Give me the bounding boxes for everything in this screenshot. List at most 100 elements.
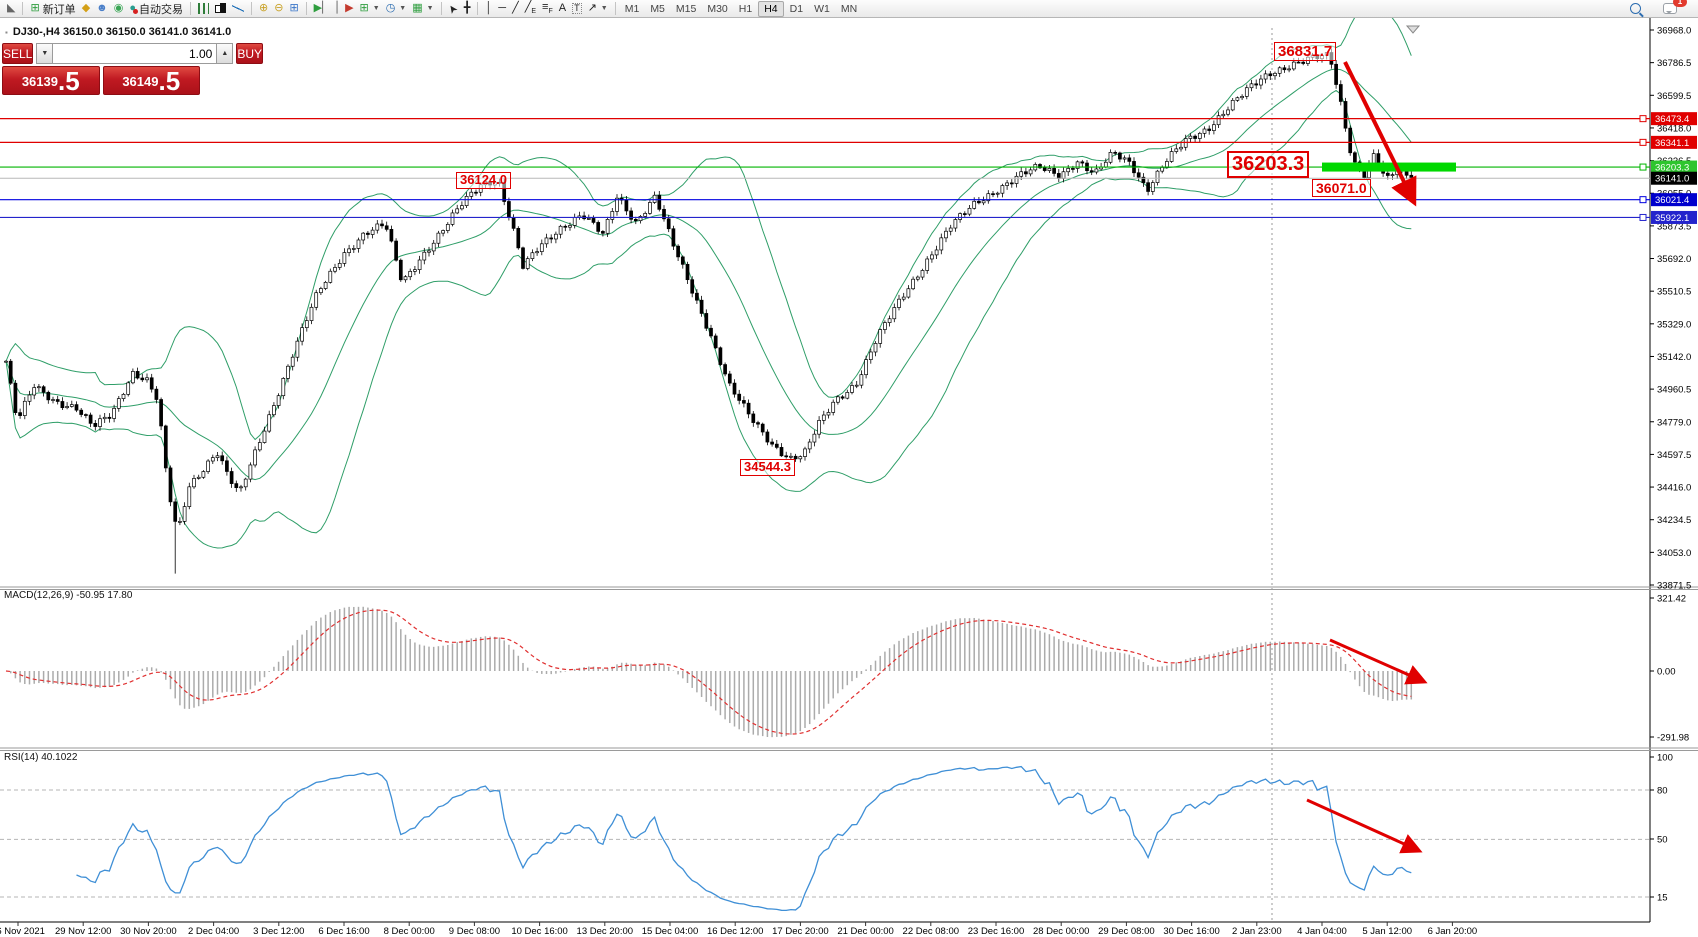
notifications-button[interactable]: 1 <box>1660 0 1687 17</box>
toolbar-separator <box>305 2 307 15</box>
sell-price-main: 36139 <box>21 74 58 90</box>
arrows-tool-button[interactable]: ↗ ▼ <box>585 1 611 17</box>
eraser-button[interactable]: ◆ <box>79 1 93 17</box>
green-zone-highlight[interactable] <box>1322 162 1456 172</box>
trend-arrow-rsi[interactable] <box>1306 798 1423 854</box>
trendline-tool-button[interactable]: ╱ <box>509 1 522 17</box>
new-order-button[interactable]: ⊞ 新订单 <box>27 1 78 17</box>
annotation-36071.0[interactable]: 36071.0 <box>1312 179 1371 198</box>
time-label: 16 Dec 12:00 <box>707 926 764 937</box>
chart-shift-marker[interactable] <box>1405 25 1421 34</box>
tf-button-M30[interactable]: M30 <box>707 2 728 15</box>
toolbar-separator <box>440 2 442 15</box>
time-label: 28 Dec 00:00 <box>1033 926 1090 937</box>
crosshair-tool-button[interactable]: ╋ <box>461 1 474 17</box>
time-label: 29 Nov 12:00 <box>55 926 112 937</box>
price-tick-label: 35692.0 <box>1657 254 1691 265</box>
sell-price-tile[interactable]: 36139 .5 <box>2 66 100 95</box>
tf-button-M15[interactable]: M15 <box>675 2 697 15</box>
charts-icon[interactable]: ◣ <box>7 2 16 14</box>
volume-decrease-button[interactable]: ▼ <box>36 43 54 64</box>
fibonacci-tool-button[interactable]: ≡F <box>539 1 556 17</box>
volume-input[interactable] <box>53 43 217 64</box>
templates-button[interactable]: ▦ ▼ <box>409 1 436 17</box>
vertical-line-tool-button[interactable]: │ <box>482 1 495 17</box>
volume-increase-button[interactable]: ▲ <box>216 43 234 64</box>
buy-button[interactable]: BUY <box>236 43 264 64</box>
sell-button[interactable]: SELL <box>2 43 34 64</box>
horizontal-line-tool-button[interactable]: ─ <box>495 1 509 17</box>
price-axis[interactable]: 36968.036786.536599.536418.036236.536055… <box>1650 26 1697 592</box>
search-button[interactable] <box>1627 1 1644 17</box>
time-label: 6 Dec 16:00 <box>318 926 369 937</box>
template-chart-icon: ▦ <box>412 2 423 14</box>
price-line-label-text: 36473.4 <box>1655 114 1689 125</box>
tf-button-M1[interactable]: M1 <box>624 2 640 15</box>
chart-shift-button[interactable]: ▏▶ <box>334 1 357 17</box>
candlestick-icon <box>215 3 226 14</box>
chat-icon <box>1663 3 1677 14</box>
price-line-label-text: 36203.3 <box>1655 163 1689 174</box>
time-axis[interactable]: 26 Nov 2021 29 Nov 12:00 30 Nov 20:00 2 Dec… <box>0 922 1477 937</box>
annotation-34544.3[interactable]: 34544.3 <box>740 459 795 476</box>
auto-scroll-button[interactable]: ▶▏ <box>311 1 334 17</box>
price-tick-label: 34779.0 <box>1657 417 1691 428</box>
auto-trading-button[interactable]: ● 自动交易 <box>126 1 186 17</box>
add-indicator-icon: ⊞ <box>359 2 369 14</box>
time-label: 26 Nov 2021 <box>0 926 45 937</box>
dropdown-arrow-icon: ▼ <box>399 5 407 12</box>
cursor-tool-button[interactable]: ➤ <box>445 1 461 17</box>
time-label: 5 Jan 12:00 <box>1362 926 1412 937</box>
label-tool-button[interactable]: T <box>569 1 585 17</box>
periods-button[interactable]: ◷ ▼ <box>383 1 410 17</box>
rsi-axis-label: 100 <box>1657 753 1673 764</box>
price-tick-label: 36968.0 <box>1657 26 1691 37</box>
bar-chart-mode-button[interactable] <box>195 1 212 17</box>
dropdown-arrow-icon: ▼ <box>600 5 608 12</box>
tf-button-W1[interactable]: W1 <box>814 2 830 15</box>
time-label: 4 Jan 04:00 <box>1297 926 1347 937</box>
trader-profile-button[interactable]: ☻ <box>93 1 111 17</box>
tile-windows-button[interactable]: ⊞ <box>286 1 301 17</box>
time-label: 13 Dec 20:00 <box>577 926 634 937</box>
price-tick-label: 36599.5 <box>1657 91 1691 102</box>
sell-price-fraction: .5 <box>57 65 80 96</box>
line-chart-icon <box>232 3 244 14</box>
chart-window-icon: ▪ <box>5 27 8 37</box>
buy-price-fraction: .5 <box>158 65 181 96</box>
auto-trading-label: 自动交易 <box>139 3 183 16</box>
buy-price-main: 36149 <box>122 74 159 90</box>
candlestick-mode-button[interactable] <box>212 1 229 17</box>
trend-arrow-macd[interactable] <box>1329 638 1428 685</box>
channel-tool-button[interactable]: ╱E <box>522 1 539 17</box>
zoom-in-button[interactable]: ⊕ <box>256 1 271 17</box>
toolbar-separator <box>251 2 252 15</box>
text-tool-button[interactable]: A <box>556 1 569 17</box>
tf-button-H1[interactable]: H1 <box>738 2 753 15</box>
line-chart-mode-button[interactable] <box>229 1 247 17</box>
bollinger-bands <box>5 3 1412 549</box>
top-toolbar: ◣ ⊞ 新订单 ◆ ☻ ◉ ● 自动交易 ⊕ ⊖ ⊞ ▶▏ ▏▶ ⊞ ▼ ◷ ▼ ▦… <box>0 0 1698 18</box>
trend-arrow-main[interactable] <box>1343 61 1417 207</box>
tf-button-M5[interactable]: M5 <box>650 2 665 15</box>
price-tick-label: 35142.0 <box>1657 352 1691 363</box>
tf-button-D1[interactable]: D1 <box>789 2 804 15</box>
search-icon <box>1630 3 1641 14</box>
buy-price-tile[interactable]: 36149 .5 <box>102 65 200 96</box>
indicators-button[interactable]: ⊞ ▼ <box>357 1 383 17</box>
zoom-out-button[interactable]: ⊖ <box>271 1 286 17</box>
tf-button-MN[interactable]: MN <box>840 2 858 15</box>
annotation-36203.3[interactable]: 36203.3 <box>1227 151 1310 178</box>
macd-axis-label: 0.00 <box>1657 667 1676 678</box>
time-label: 9 Dec 08:00 <box>449 926 500 937</box>
annotation-36124.0[interactable]: 36124.0 <box>456 172 511 189</box>
clock-icon: ◷ <box>385 2 396 14</box>
toolbar-separator <box>190 2 191 15</box>
price-tick-label: 36786.5 <box>1657 58 1691 69</box>
dropdown-arrow-icon: ▼ <box>426 5 434 12</box>
signal-button[interactable]: ◉ <box>111 1 127 17</box>
candles <box>4 48 1414 574</box>
annotation-36831.7[interactable]: 36831.7 <box>1274 42 1337 62</box>
tf-button-H4[interactable]: H4 <box>758 0 784 17</box>
